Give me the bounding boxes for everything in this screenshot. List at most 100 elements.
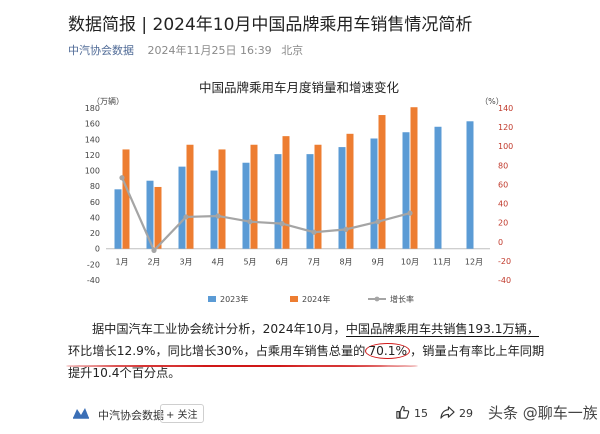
y-right-unit: （%） (480, 97, 504, 106)
y-right-tick: 140 (498, 104, 513, 113)
bar-2023 (306, 154, 314, 249)
bar-2024 (122, 149, 130, 249)
logo-icon[interactable] (72, 406, 90, 420)
bar-2023 (210, 170, 218, 249)
legend-label-2024: 2024年 (302, 294, 330, 304)
bar-2023 (274, 154, 282, 249)
body-paragraph: 据中国汽车工业协会统计分析，2024年10月，中国品牌乘用车共销售193.1万辆… (68, 318, 548, 384)
growth-point (247, 219, 253, 225)
body-text-3: 环比增长12.9%，同比增长30%，占乘用车销售总量的 (68, 344, 366, 358)
bar-2023 (242, 162, 250, 249)
chart-title: 中国品牌乘用车月度销量和增速变化 (199, 80, 400, 95)
growth-point (151, 247, 157, 253)
bar-2023 (178, 166, 186, 249)
y-left-tick: 20 (90, 229, 100, 238)
y-left-tick: 0 (95, 245, 100, 254)
thumb-up-icon (396, 405, 410, 419)
bar-2023 (370, 138, 378, 249)
growth-point (183, 214, 189, 220)
body-text-5: ，销量占有率比上年同期提升10.4个百分点。 (68, 344, 545, 380)
legend-label-growth: 增长率 (390, 294, 414, 304)
share-count: 29 (459, 407, 473, 420)
brand-watermark: 头条 @聊车一族 (488, 404, 598, 422)
x-tick-label: 7月 (307, 258, 320, 267)
x-tick-label: 1月 (115, 258, 128, 267)
bar-2023 (466, 121, 474, 249)
x-tick-label: 6月 (275, 258, 288, 267)
bar-2024 (314, 144, 322, 249)
x-tick-label: 4月 (211, 258, 224, 267)
bar-2023 (146, 180, 154, 249)
x-tick-label: 5月 (243, 258, 256, 267)
y-left-tick: 80 (90, 182, 100, 191)
bar-2024 (410, 107, 418, 249)
like-count: 15 (414, 407, 428, 420)
follow-button[interactable]: + 关注 (160, 404, 204, 423)
share-button[interactable]: 29 (440, 405, 473, 420)
legend-swatch-2024 (290, 296, 298, 302)
growth-point (279, 221, 285, 227)
bar-2024 (218, 149, 226, 249)
bar-2024 (154, 186, 162, 249)
growth-line (120, 177, 411, 253)
x-tick-label: 2月 (147, 258, 160, 267)
share-arrow-icon (440, 406, 455, 419)
bar-2024 (346, 133, 354, 249)
body-highlight-share: 70.1% (365, 343, 411, 359)
body-text-2: 中国品牌乘用车共销售193.1万辆， (345, 322, 540, 337)
growth-point (311, 229, 317, 235)
y-right-tick: 120 (498, 123, 513, 132)
y-left-tick: 100 (85, 167, 100, 176)
y-right-tick: 0 (498, 238, 503, 247)
bar-2023 (402, 132, 410, 249)
legend-marker-growth (374, 296, 380, 302)
x-tick-label: 11月 (433, 258, 451, 267)
article-meta: 中汽协会数据 2024年11月25日 16:39 北京 (68, 42, 303, 58)
growth-point (215, 213, 221, 219)
growth-point (119, 175, 125, 181)
chart-svg: 中国品牌乘用车月度销量和增速变化 （万辆） （%） -40 -20 0 20 40 60 80 10… (85, 80, 514, 304)
red-underline-mark (66, 365, 418, 367)
bar-2023 (338, 147, 346, 249)
y-left-tick: 140 (85, 135, 100, 144)
y-left-tick: 40 (90, 213, 100, 222)
y-left-tick: -40 (87, 276, 100, 285)
bar-2024 (186, 144, 194, 249)
article-location: 北京 (281, 44, 304, 57)
article-time: 2024年11月25日 16:39 (147, 44, 272, 57)
growth-point (375, 219, 381, 225)
y-left-tick: -20 (87, 260, 100, 269)
y-left-tick: 60 (90, 198, 100, 207)
bar-2023 (434, 126, 442, 249)
y-left-unit: （万辆） (92, 96, 124, 106)
y-right-tick: 20 (498, 219, 508, 228)
y-right-tick: -40 (498, 276, 511, 285)
footer-bar: 中汽协会数据 + 关注 15 29 头条 @聊车一族 (0, 398, 600, 434)
growth-point (343, 226, 349, 232)
legend-label-2023: 2023年 (220, 294, 248, 304)
x-tick-label: 3月 (179, 258, 192, 267)
bar-2024 (250, 144, 258, 249)
y-left-tick: 160 (85, 120, 100, 129)
article-title: 数据简报 | 2024年10月中国品牌乘用车销售情况简析 (68, 15, 473, 35)
y-right-tick: -20 (498, 257, 511, 266)
y-left-tick: 180 (85, 104, 100, 113)
sales-chart: 中国品牌乘用车月度销量和增速变化 （万辆） （%） -40 -20 0 20 40 60 80 10… (68, 72, 530, 314)
like-button[interactable]: 15 (395, 405, 428, 420)
legend-swatch-2023 (208, 296, 216, 302)
bar-2024 (282, 136, 290, 249)
body-text-1: 据中国汽车工业协会统计分析，2024年10月， (92, 322, 346, 336)
x-tick-label: 12月 (465, 258, 483, 267)
bar-2023 (114, 189, 122, 249)
x-tick-label: 8月 (339, 258, 352, 267)
growth-point (407, 210, 413, 216)
article-body: 据中国汽车工业协会统计分析，2024年10月，中国品牌乘用车共销售193.1万辆… (68, 318, 548, 384)
bar-2024 (378, 115, 386, 249)
y-right-tick: 40 (498, 200, 508, 209)
y-right-tick: 60 (498, 180, 508, 189)
y-right-tick: 80 (498, 161, 508, 170)
x-tick-label: 9月 (371, 258, 384, 267)
footer-source[interactable]: 中汽协会数据 (98, 409, 164, 422)
y-right-tick: 100 (498, 142, 513, 151)
article-source[interactable]: 中汽协会数据 (68, 44, 134, 57)
